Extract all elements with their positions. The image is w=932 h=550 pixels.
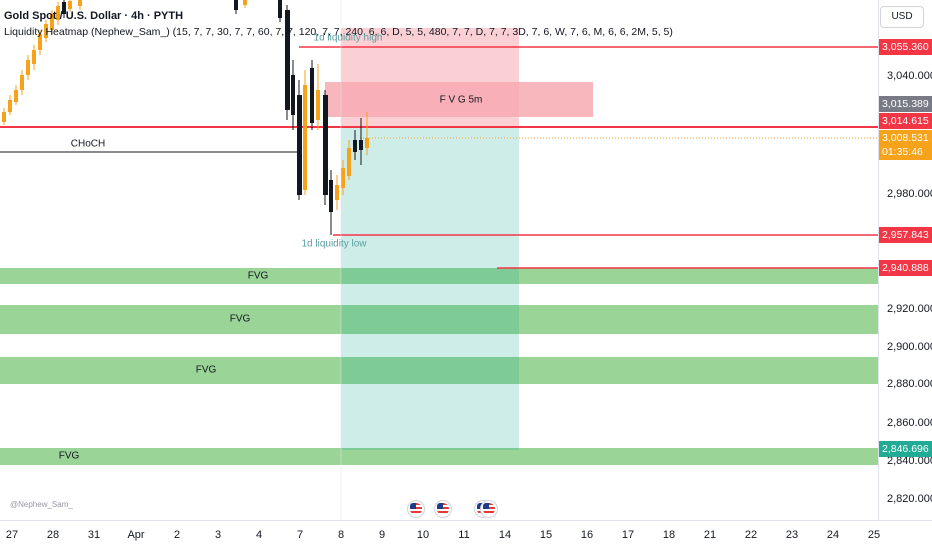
- time-tick: 2: [173, 529, 181, 541]
- fvg-label: FVG: [58, 450, 80, 462]
- time-tick: 10: [416, 529, 430, 541]
- time-tick: 15: [539, 529, 553, 541]
- price-tag-level-2957[interactable]: 2,957.843: [879, 227, 932, 243]
- time-tick: 25: [867, 529, 881, 541]
- fvg-zone[interactable]: [0, 268, 878, 284]
- symbol-legend[interactable]: Gold Spot / U.S. Dollar · 4h · PYTH: [4, 10, 184, 22]
- price-tick: 2,920.000: [887, 303, 932, 315]
- time-tick: 31: [87, 529, 101, 541]
- fvg-zone[interactable]: [0, 357, 878, 384]
- time-tick: 16: [580, 529, 594, 541]
- currency-button[interactable]: USD: [880, 6, 924, 28]
- price-tick: 2,980.000: [887, 188, 932, 200]
- choch-label: CHoCH: [70, 138, 106, 150]
- fvg-label: FVG: [195, 364, 217, 376]
- time-scale[interactable]: 27 28 31 Apr 2 3 4 7 8 9 10 11 14 15 16 …: [0, 520, 932, 550]
- chart-canvas[interactable]: [0, 0, 878, 520]
- price-tick: 2,880.000: [887, 378, 932, 390]
- price-tag-level-2940[interactable]: 2,940.888: [879, 260, 932, 276]
- time-tick: 3: [214, 529, 222, 541]
- time-tick: 27: [5, 529, 19, 541]
- fvg-5m-label: F V G 5m: [439, 94, 483, 106]
- price-tag-level-3014[interactable]: 3,014.615: [879, 113, 932, 129]
- bar-countdown: 01:35:46: [879, 144, 932, 160]
- fvg-5m-box[interactable]: [325, 82, 593, 117]
- time-tick: Apr: [127, 529, 145, 541]
- price-scale[interactable]: 3,040.000 2,980.000 2,920.000 2,900.000 …: [878, 0, 932, 520]
- position-target-zone[interactable]: [341, 126, 519, 450]
- fvg-zone[interactable]: [0, 305, 878, 334]
- price-tick: 2,900.000: [887, 341, 932, 353]
- time-tick: 7: [296, 529, 304, 541]
- indicator-legend[interactable]: Liquidity Heatmap (Nephew_Sam_) (15, 7, …: [4, 26, 673, 38]
- fvg-zone[interactable]: [0, 448, 878, 465]
- price-tag-level-3055[interactable]: 3,055.360: [879, 39, 932, 55]
- us-flag-event-icon[interactable]: [480, 500, 498, 518]
- us-flag-event-icon[interactable]: [407, 500, 425, 518]
- candles: [2, 0, 369, 235]
- time-tick: 22: [744, 529, 758, 541]
- author-watermark: @Nephew_Sam_: [10, 500, 73, 509]
- price-tick: 2,860.000: [887, 417, 932, 429]
- us-flag-event-icon[interactable]: [434, 500, 452, 518]
- price-tick: 2,820.000: [887, 493, 932, 505]
- time-tick: 11: [458, 529, 470, 541]
- time-tick: 23: [785, 529, 799, 541]
- time-tick: 4: [255, 529, 263, 541]
- price-tick: 3,040.000: [887, 70, 932, 82]
- time-tick: 17: [621, 529, 635, 541]
- time-tick: 18: [662, 529, 676, 541]
- chart-plot-area[interactable]: Gold Spot / U.S. Dollar · 4h · PYTH Liqu…: [0, 0, 878, 520]
- fvg-label: FVG: [247, 270, 269, 282]
- fvg-label: FVG: [229, 313, 251, 325]
- liq-high-label: 1d liquidity high: [313, 32, 383, 44]
- current-price-tag[interactable]: 3,008.531: [879, 130, 932, 146]
- price-tag-fvg-top[interactable]: 3,015.389: [879, 96, 932, 112]
- time-tick: 24: [826, 529, 840, 541]
- price-tag-target[interactable]: 2,846.696: [879, 441, 932, 457]
- time-tick: 8: [337, 529, 345, 541]
- time-tick: 21: [703, 529, 717, 541]
- time-tick: 14: [498, 529, 512, 541]
- time-tick: 28: [46, 529, 60, 541]
- liq-low-label: 1d liquidity low: [301, 238, 367, 250]
- price-tick: 2,840.000: [887, 455, 932, 467]
- time-tick: 9: [378, 529, 386, 541]
